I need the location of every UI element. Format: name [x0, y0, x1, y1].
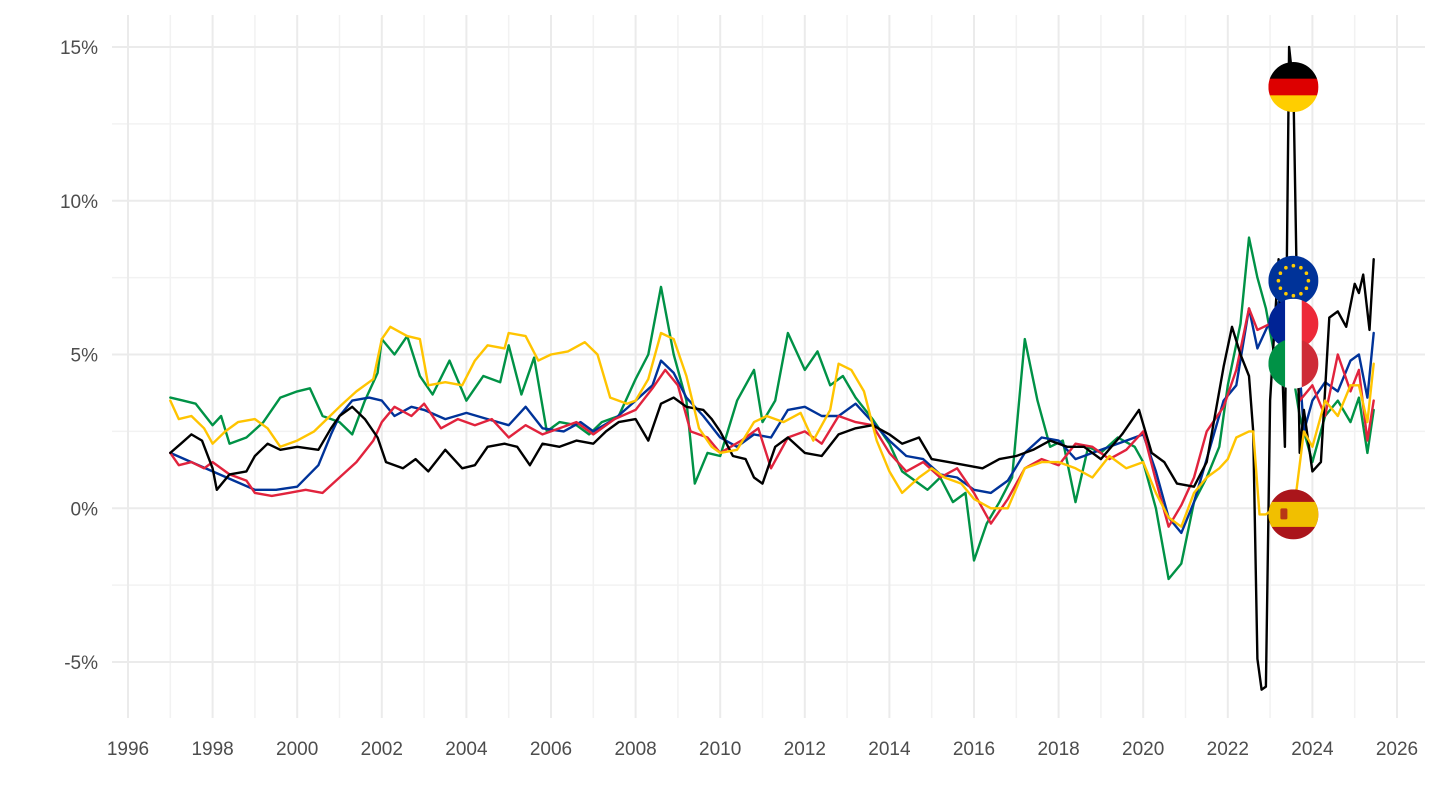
- series-line-france: [169, 307, 1375, 528]
- y-tick-label: 0%: [71, 499, 99, 520]
- x-tick-label: 2006: [530, 739, 572, 760]
- x-tick-label: 2020: [1122, 739, 1164, 760]
- flag-markers: [1268, 62, 1319, 540]
- x-tick-label: 2000: [276, 739, 318, 760]
- spain-flag-icon: [1268, 489, 1319, 540]
- series-line-euro-area: [169, 279, 1375, 535]
- y-tick-label: 10%: [60, 192, 98, 213]
- series-lines: [169, 45, 1375, 691]
- y-tick-label: 5%: [71, 346, 99, 367]
- series-line-germany: [169, 45, 1375, 691]
- x-tick-label: 2004: [445, 739, 488, 760]
- x-tick-label: 2018: [1037, 739, 1079, 760]
- france-flag-icon: [1268, 298, 1319, 349]
- germany-flag-icon: [1268, 62, 1319, 112]
- x-tick-label: 2002: [361, 739, 403, 760]
- x-tick-label: 1998: [191, 739, 233, 760]
- x-tick-label: 2010: [699, 739, 741, 760]
- eu-flag-icon: [1268, 255, 1319, 306]
- x-tick-label: 2014: [868, 739, 911, 760]
- x-tick-label: 2012: [784, 739, 826, 760]
- x-tick-label: 1996: [107, 739, 149, 760]
- grid: [112, 15, 1425, 718]
- x-axis-tick-labels: 1996 1998 2000 2002 2004 2006 2008 2010 2012 2014…: [107, 739, 1418, 760]
- x-tick-label: 2016: [953, 739, 995, 760]
- series-line-spain: [169, 325, 1375, 528]
- x-tick-label: 2026: [1376, 739, 1418, 760]
- y-axis-tick-labels: -5% 0% 5% 10% 15%: [60, 38, 98, 674]
- x-tick-label: 2022: [1207, 739, 1249, 760]
- y-tick-label: -5%: [64, 653, 98, 674]
- x-tick-label: 2008: [614, 739, 656, 760]
- x-tick-label: 2024: [1291, 739, 1334, 760]
- y-tick-label: 15%: [60, 38, 98, 59]
- italy-flag-icon: [1268, 338, 1319, 389]
